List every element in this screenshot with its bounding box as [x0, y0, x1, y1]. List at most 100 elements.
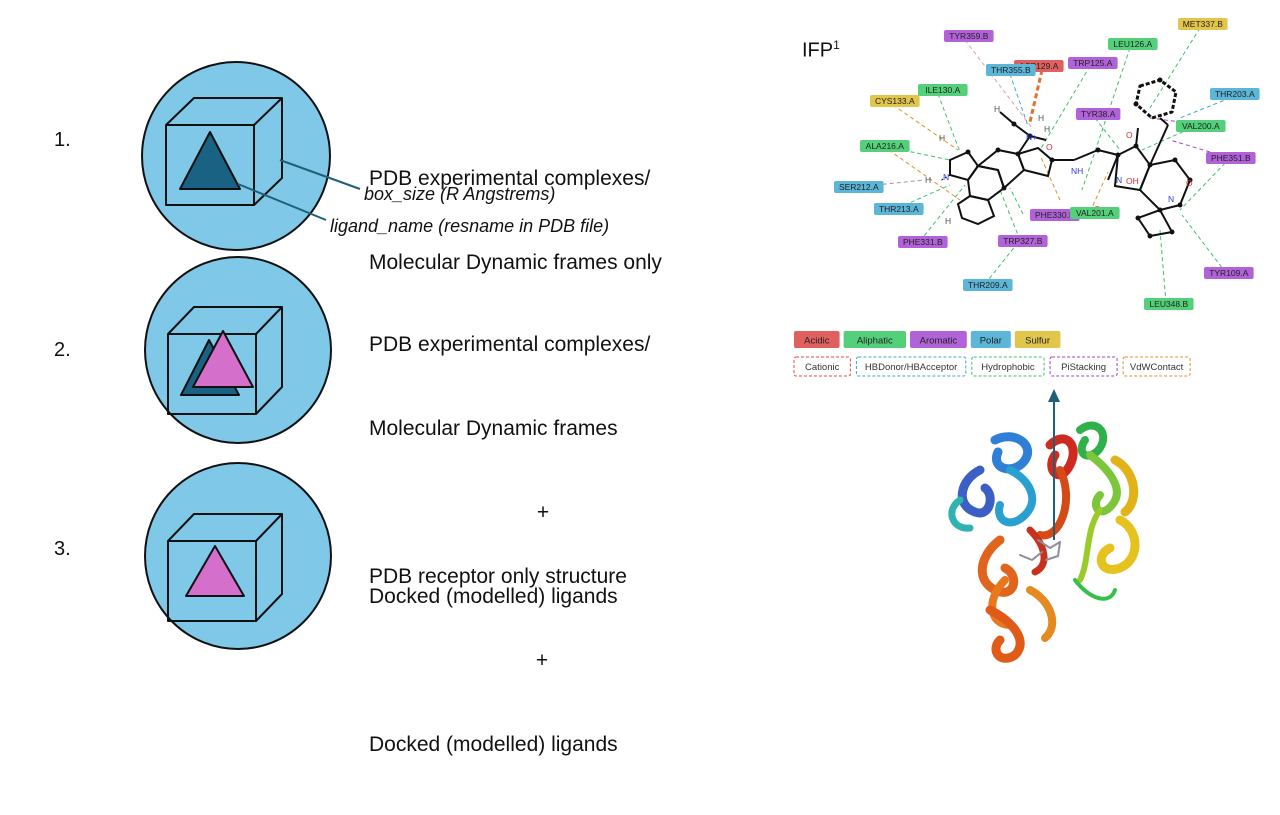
residue-label: CYS133.A — [870, 95, 920, 107]
residue-label: TYR38.A — [1076, 108, 1121, 120]
scenario-2-caption: PDB experimental complexes/ Molecular Dy… — [369, 275, 689, 667]
interaction-type-swatch — [1122, 356, 1191, 377]
residue-label: THR355.B — [986, 64, 1036, 76]
residue-label-text: LEU348.B — [1149, 299, 1188, 309]
scenario-3-plus: + — [535, 649, 549, 672]
residue-label-text: PHE331.B — [903, 237, 943, 247]
atom-label: N — [1116, 175, 1122, 185]
residue-label-text: TYR38.A — [1081, 109, 1116, 119]
atom-label: H — [1044, 124, 1050, 134]
residue-label: ILE130.A — [918, 84, 968, 96]
residue-label: THR203.A — [1210, 88, 1260, 100]
atom-label: O — [1186, 178, 1193, 188]
residue-type-label: Aliphatic — [857, 336, 893, 347]
residue-label-box — [860, 140, 910, 152]
atom-label: H — [939, 133, 945, 143]
residue-type-label: Polar — [980, 336, 1002, 347]
scenario-2-plus: + — [536, 501, 550, 524]
residue-type-swatch — [1014, 331, 1061, 348]
residue-label: VAL201.A — [1070, 207, 1120, 219]
ligand-atoms — [965, 77, 1193, 239]
residue-label-text: MET337.B — [1183, 19, 1223, 29]
residue-type-label: Aromatic — [920, 336, 958, 347]
scenario-3-number: 3. — [54, 538, 71, 560]
residue-label-text: LEU126.A — [1113, 39, 1152, 49]
residue-label: VAL200.A — [1176, 120, 1226, 132]
residue-label: PHE351.B — [1206, 152, 1256, 164]
residue-label-text: ALA216.A — [866, 141, 905, 151]
interaction-legend: Acidic Aliphatic Aromatic Polar Sulfur Cation… — [793, 331, 1191, 377]
residue-label: THR213.A — [874, 203, 924, 215]
residue-label: TRP125.A — [1068, 57, 1118, 69]
residue-label-box — [1210, 88, 1260, 100]
atom-label: H — [994, 104, 1000, 114]
residue-label-box — [1178, 18, 1228, 30]
ligand-name-pointer — [237, 183, 327, 221]
residue-label: PHE330.B — [1030, 209, 1080, 221]
residue-label-box — [1076, 108, 1121, 120]
interaction-type-label: Cationic — [805, 362, 840, 373]
scenario-1-ligand-triangle — [179, 131, 241, 190]
atom-label: OH — [1126, 176, 1139, 186]
interaction-type-swatch — [971, 356, 1045, 377]
residue-label-text: PHE351.B — [1211, 153, 1251, 163]
residue-label-box — [898, 236, 948, 248]
residue-label-box — [986, 64, 1036, 76]
atom-label: O — [1126, 130, 1133, 140]
residue-label-box — [1176, 120, 1226, 132]
residue-label-text: TRP327.B — [1003, 236, 1043, 246]
atom-label: H — [925, 175, 931, 185]
residue-label-box — [1068, 57, 1118, 69]
residue-label-box — [834, 181, 884, 193]
residue-type-label: Sulfur — [1025, 336, 1050, 347]
scenario-2-line-4: Docked (modelled) ligands — [369, 585, 618, 608]
residue-type-label: Acidic — [804, 336, 830, 347]
scenario-1-number: 1. — [54, 129, 71, 151]
slide: HN+HHONHOONOHONHNHH TYR359.BASP129.ATHR3… — [54, 18, 1260, 756]
residue-label-text: THR203.A — [1215, 89, 1255, 99]
atom-label: N+ — [1026, 132, 1037, 142]
residue-label-box — [1144, 298, 1194, 310]
scenario-1-cube — [165, 97, 283, 206]
residue-label-box — [998, 235, 1048, 247]
scenario-3-icon — [144, 462, 332, 650]
scenario-3-docked-triangle — [185, 545, 245, 597]
scenario-1-line-2: Molecular Dynamic frames only — [369, 251, 662, 274]
atom-label: N — [943, 172, 949, 182]
scenario-2-icon — [144, 256, 332, 444]
residue-label: TYR359.B — [944, 30, 994, 42]
residue-label-text: THR213.A — [879, 204, 919, 214]
protein-to-ifp-arrow — [1048, 389, 1060, 540]
residue-label-text: ASP129.A — [1019, 61, 1059, 71]
residue-type-swatch — [970, 331, 1011, 348]
residue-label-box — [870, 95, 920, 107]
scenario-3-caption: PDB receptor only structure + Docked (mo… — [369, 507, 669, 815]
box-size-pointer — [279, 159, 361, 190]
ligand-name-annotation: ligand_name (resname in PDB file) — [330, 216, 610, 236]
ifp-footnote-marker: 1 — [833, 38, 840, 52]
scenario-2-line-1: PDB experimental complexes/ — [369, 333, 651, 356]
protein-ribbon-image — [948, 421, 1140, 663]
residue-label-box — [1204, 267, 1254, 279]
scenario-1-line-1: PDB experimental complexes/ — [369, 167, 651, 190]
scenario-1-circle — [141, 61, 331, 251]
scenario-2-circle — [144, 256, 332, 444]
residue-label: TYR109.A — [1204, 267, 1254, 279]
interaction-type-label: PiStacking — [1061, 362, 1106, 373]
residue-label: PHE331.B — [898, 236, 948, 248]
residue-label-text: CYS133.A — [875, 96, 915, 106]
scenario-graphics: HN+HHONHOONOHONHNHH TYR359.BASP129.ATHR3… — [141, 18, 1260, 663]
scenario-1-caption: PDB experimental complexes/ Molecular Dy… — [369, 109, 662, 333]
atom-label: H — [1038, 113, 1044, 123]
scenario-1-icon — [141, 61, 361, 251]
residue-label-box — [1030, 209, 1080, 221]
box-size-annotation: box_size (R Angstrems) — [364, 184, 556, 204]
scenario-2-docked-triangle — [192, 330, 254, 388]
interaction-type-label: HBDonor/HBAcceptor — [865, 362, 957, 373]
atom-label: NH — [1071, 166, 1083, 176]
residue-label: MET337.B — [1178, 18, 1228, 30]
residue-label: LEU348.B — [1144, 298, 1194, 310]
residue-label: LEU126.A — [1108, 38, 1158, 50]
atom-label: H — [945, 216, 951, 226]
